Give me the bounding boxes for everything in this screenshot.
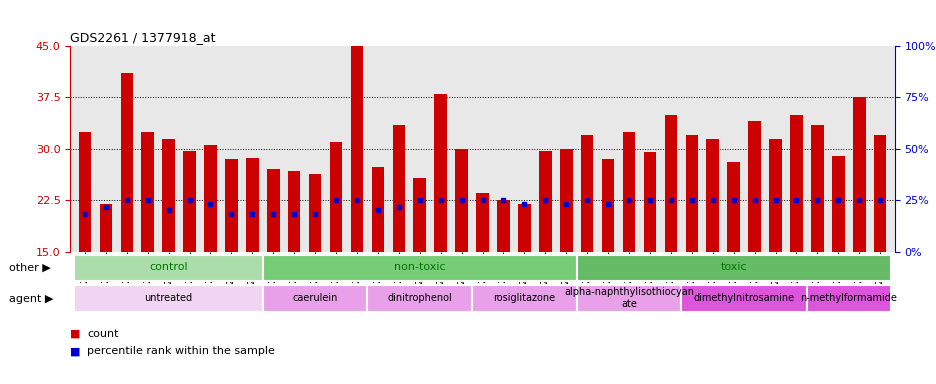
Bar [309, 174, 321, 252]
Bar [768, 139, 781, 252]
Bar [706, 139, 718, 252]
Bar [472, 285, 577, 313]
Bar [685, 135, 697, 252]
Bar [74, 255, 262, 281]
Bar [622, 132, 635, 252]
Bar [392, 125, 404, 252]
Bar [789, 114, 802, 252]
Bar [246, 158, 258, 252]
Bar [560, 149, 572, 252]
Bar [601, 159, 614, 252]
Text: agent ▶: agent ▶ [9, 293, 53, 304]
Bar [183, 151, 196, 252]
Bar [141, 132, 154, 252]
Bar [434, 94, 446, 252]
Bar [811, 125, 823, 252]
Text: count: count [87, 329, 119, 339]
Bar [873, 135, 885, 252]
Bar [455, 149, 467, 252]
Text: non-toxic: non-toxic [393, 262, 446, 272]
Text: ■: ■ [70, 346, 80, 356]
Bar [664, 114, 677, 252]
Text: toxic: toxic [720, 262, 746, 272]
Text: other ▶: other ▶ [9, 263, 51, 273]
Bar [831, 156, 843, 252]
Bar [475, 193, 489, 252]
Bar [518, 204, 530, 252]
Bar [204, 146, 216, 252]
Text: caerulein: caerulein [292, 293, 338, 303]
Text: n-methylformamide: n-methylformamide [799, 293, 897, 303]
Bar [726, 162, 739, 252]
Bar [852, 98, 865, 252]
Text: alpha-naphthylisothiocyan
ate: alpha-naphthylisothiocyan ate [563, 287, 694, 309]
Bar [372, 167, 384, 252]
Bar [680, 285, 806, 313]
Bar [74, 285, 262, 313]
Text: untreated: untreated [144, 293, 193, 303]
Bar [225, 159, 238, 252]
Text: percentile rank within the sample: percentile rank within the sample [87, 346, 275, 356]
Text: GDS2261 / 1377918_at: GDS2261 / 1377918_at [70, 31, 215, 44]
Text: dimethylnitrosamine: dimethylnitrosamine [693, 293, 794, 303]
Bar [497, 200, 509, 252]
Bar [262, 255, 577, 281]
Bar [121, 73, 133, 252]
Text: control: control [149, 262, 188, 272]
Text: dinitrophenol: dinitrophenol [387, 293, 452, 303]
Bar [350, 46, 363, 252]
Bar [79, 132, 91, 252]
Bar [267, 169, 279, 252]
Bar [367, 285, 472, 313]
Bar [643, 152, 655, 252]
Bar [577, 285, 680, 313]
Bar [162, 139, 175, 252]
Bar [806, 285, 890, 313]
Bar [538, 151, 551, 252]
Text: ■: ■ [70, 329, 80, 339]
Bar [99, 204, 112, 252]
Bar [748, 121, 760, 252]
Text: rosiglitazone: rosiglitazone [493, 293, 555, 303]
Bar [262, 285, 367, 313]
Bar [577, 255, 890, 281]
Bar [329, 142, 342, 252]
Bar [287, 171, 300, 252]
Bar [413, 177, 426, 252]
Bar [580, 135, 592, 252]
